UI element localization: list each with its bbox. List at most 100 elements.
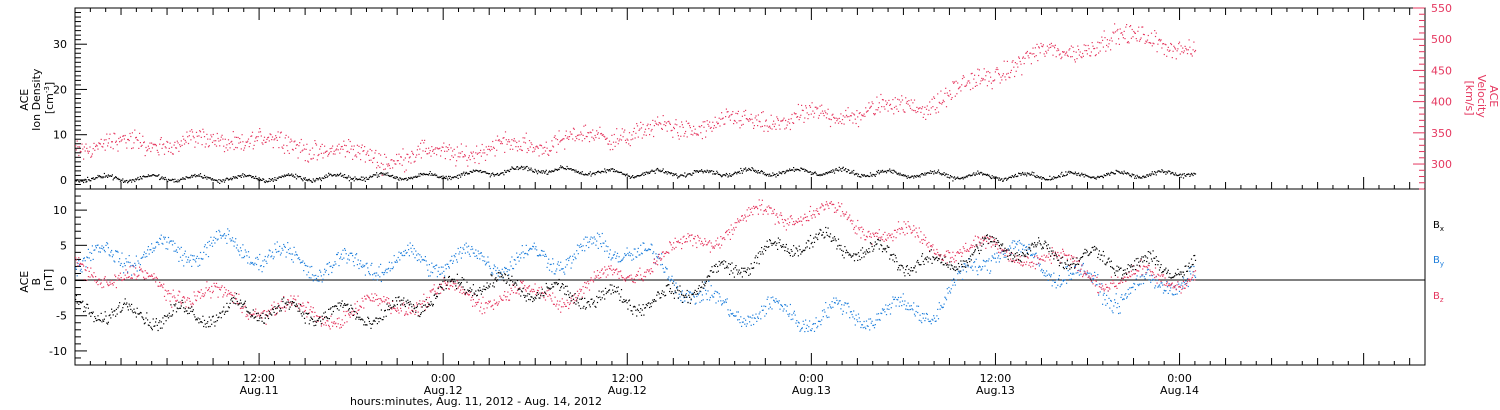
- velocity-series-point: [1054, 44, 1056, 46]
- by-series-point: [78, 260, 80, 262]
- by-series-point: [392, 266, 394, 268]
- velocity-series-point: [924, 106, 926, 108]
- density-series-point: [480, 171, 482, 174]
- density-series-point: [154, 174, 156, 177]
- by-series-point: [694, 303, 696, 305]
- by-series-point: [793, 312, 795, 314]
- density-series-point: [264, 181, 266, 184]
- velocity-series-point: [170, 151, 172, 153]
- density-series-point: [1002, 180, 1004, 182]
- by-series-point: [359, 263, 361, 265]
- by-series-point: [899, 301, 901, 303]
- by-series-point: [1124, 294, 1126, 296]
- density-series-point: [1080, 174, 1082, 176]
- density-series-point: [975, 172, 977, 174]
- density-series-point: [492, 173, 495, 176]
- velocity-series-point: [845, 109, 847, 112]
- density-series-point: [1170, 173, 1172, 175]
- by-series-point: [874, 324, 876, 326]
- by-series-point: [470, 248, 472, 251]
- velocity-series-point: [444, 150, 446, 152]
- velocity-series-point: [728, 116, 730, 118]
- by-series-point: [949, 290, 951, 292]
- velocity-series-point: [1022, 56, 1024, 58]
- velocity-series-point: [661, 127, 663, 130]
- density-series-point: [877, 169, 880, 172]
- density-series-point: [612, 168, 614, 170]
- velocity-series-point: [299, 142, 301, 144]
- by-series-point: [450, 259, 452, 261]
- by-series-point: [540, 249, 543, 252]
- density-series-point: [1017, 175, 1019, 177]
- density-series-point: [634, 176, 636, 178]
- density-series-point: [1139, 177, 1141, 179]
- by-series-point: [1050, 274, 1052, 276]
- velocity-series-point: [460, 143, 462, 145]
- by-series-point: [228, 230, 230, 232]
- density-series-point: [517, 168, 519, 171]
- bz-series-point: [110, 283, 112, 285]
- by-series-point: [1056, 279, 1058, 281]
- by-series-point: [364, 265, 366, 267]
- density-series-point: [1014, 173, 1016, 176]
- by-series-point: [176, 251, 178, 253]
- by-series-point: [195, 261, 197, 263]
- velocity-series-point: [175, 147, 177, 149]
- bz-series-point: [364, 298, 366, 300]
- density-series-point: [1085, 175, 1087, 177]
- by-series-point: [896, 298, 898, 301]
- bz-series-point: [346, 321, 348, 323]
- density-series-point: [1021, 173, 1023, 175]
- density-series-point: [778, 171, 780, 173]
- by-series-point: [199, 251, 202, 254]
- density-series-point: [766, 173, 768, 176]
- velocity-series-point: [802, 109, 804, 112]
- velocity-series-point: [440, 150, 442, 152]
- density-series-point: [965, 175, 968, 177]
- density-series-point: [348, 175, 350, 177]
- density-series-point: [187, 177, 189, 179]
- velocity-series-point: [649, 134, 651, 136]
- by-series-point: [713, 296, 715, 298]
- velocity-series-point: [599, 126, 601, 128]
- by-series-point: [1016, 243, 1018, 246]
- density-series-point: [617, 171, 619, 173]
- velocity-series-point: [242, 141, 244, 143]
- bz-series-point: [372, 297, 374, 299]
- by-series-point: [278, 250, 280, 252]
- velocity-series-point: [861, 114, 863, 116]
- velocity-series-point: [216, 132, 218, 135]
- by-series-point: [133, 266, 135, 268]
- by-series-point: [989, 272, 991, 274]
- by-series-point: [341, 258, 343, 260]
- velocity-series-point: [135, 136, 137, 138]
- density-series-point: [936, 172, 938, 174]
- velocity-series-point: [534, 148, 536, 150]
- by-series-point: [827, 307, 829, 309]
- by-series-point: [752, 314, 754, 316]
- by-series-point: [962, 269, 964, 271]
- velocity-series-point: [1033, 53, 1035, 55]
- density-series-point: [271, 178, 274, 180]
- density-series-point: [165, 178, 167, 180]
- velocity-series-point: [837, 122, 840, 124]
- density-series-point: [514, 168, 516, 170]
- density-series-point: [187, 177, 190, 179]
- velocity-series-point: [199, 130, 201, 132]
- velocity-series-point: [168, 147, 170, 149]
- density-series-point: [871, 175, 873, 177]
- density-series-point: [592, 172, 594, 174]
- density-series-point: [168, 179, 170, 181]
- velocity-series-point: [777, 118, 779, 120]
- density-series-point: [508, 170, 511, 173]
- by-series-point: [763, 305, 765, 307]
- bz-series-point: [339, 327, 341, 329]
- velocity-series-point: [631, 134, 633, 136]
- by-series-point: [590, 236, 592, 238]
- by-series-point: [502, 277, 504, 279]
- velocity-series-point: [1109, 39, 1111, 41]
- by-series-point: [570, 267, 572, 269]
- velocity-series-point: [1188, 39, 1190, 41]
- velocity-series-point: [1062, 51, 1064, 53]
